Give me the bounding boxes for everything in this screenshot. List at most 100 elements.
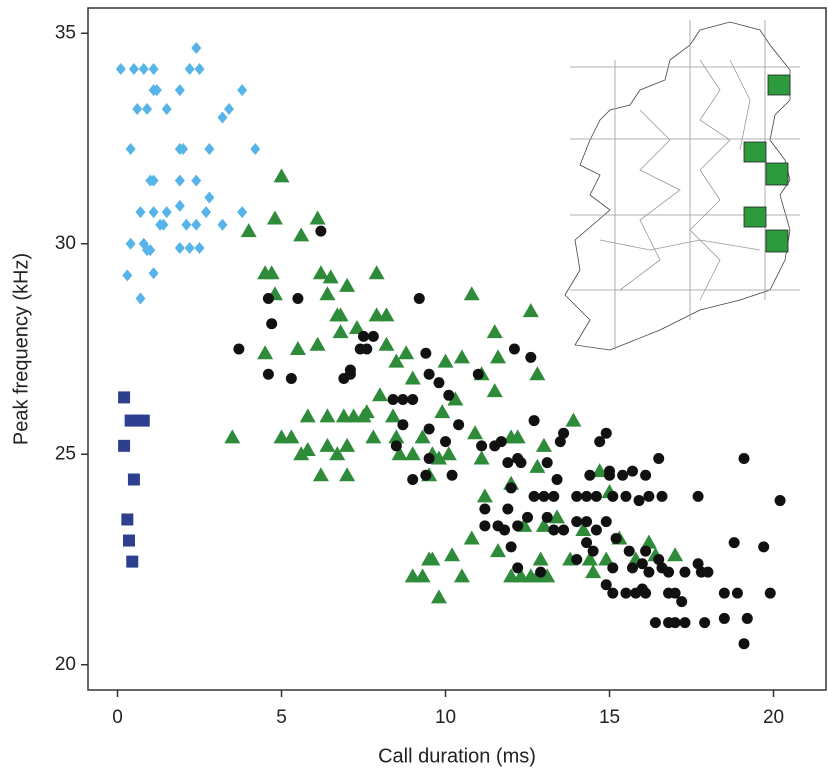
point	[535, 437, 552, 452]
x-tick-label: 5	[276, 707, 287, 728]
point	[184, 63, 195, 76]
point	[617, 469, 629, 481]
point	[594, 436, 606, 448]
point	[135, 206, 146, 219]
point	[404, 370, 421, 385]
point	[587, 545, 599, 557]
point	[443, 389, 455, 401]
point	[495, 436, 507, 448]
point	[525, 351, 537, 363]
point	[591, 463, 608, 478]
point	[610, 532, 622, 544]
point	[125, 237, 136, 250]
x-axis-title: Call duration (ms)	[378, 745, 536, 767]
point	[240, 223, 257, 238]
point	[407, 474, 419, 486]
point	[319, 286, 336, 301]
point	[623, 545, 635, 557]
point	[502, 503, 514, 515]
point	[585, 564, 602, 579]
point	[528, 490, 540, 502]
point	[138, 63, 149, 76]
point	[398, 345, 415, 360]
point	[181, 218, 192, 231]
y-axis-title: Peak frequency (kHz)	[10, 253, 32, 445]
y-tick-label: 20	[55, 654, 76, 675]
point	[522, 511, 534, 523]
point	[201, 206, 212, 219]
point	[204, 191, 215, 204]
point	[558, 427, 570, 439]
point	[447, 391, 464, 406]
point	[339, 437, 356, 452]
point	[437, 353, 454, 368]
point	[263, 265, 280, 280]
x-tick-label: 15	[599, 707, 620, 728]
map-square	[765, 229, 789, 253]
point	[385, 408, 402, 423]
point	[522, 303, 539, 318]
point	[718, 612, 730, 624]
y-tick-label: 25	[55, 443, 76, 464]
point	[548, 524, 560, 536]
point	[679, 617, 691, 629]
point	[161, 206, 172, 219]
point	[486, 383, 503, 398]
point	[541, 457, 553, 469]
point	[387, 394, 399, 406]
point	[378, 336, 395, 351]
point	[285, 372, 297, 384]
point	[322, 269, 339, 284]
point	[293, 446, 310, 461]
point	[420, 347, 432, 359]
map-square	[743, 206, 767, 228]
point	[204, 143, 215, 156]
point	[237, 84, 248, 97]
point	[505, 541, 517, 553]
point	[692, 558, 704, 570]
point	[505, 482, 517, 494]
point	[764, 587, 776, 599]
point	[423, 452, 435, 464]
map-borders	[599, 59, 761, 301]
point	[414, 568, 431, 583]
point	[128, 63, 139, 76]
point	[423, 423, 435, 435]
point	[653, 452, 665, 464]
point	[571, 553, 583, 565]
point	[444, 547, 461, 562]
point	[132, 103, 143, 116]
point	[600, 516, 612, 528]
point	[640, 534, 657, 549]
point	[332, 307, 349, 322]
point	[194, 241, 205, 254]
point	[283, 429, 300, 444]
point	[473, 450, 490, 465]
point	[479, 520, 491, 532]
plot-frame	[87, 7, 827, 691]
point	[388, 429, 405, 444]
point	[535, 517, 552, 532]
point	[266, 318, 278, 330]
point	[640, 469, 652, 481]
point	[633, 495, 645, 507]
point	[217, 218, 228, 231]
point	[123, 534, 135, 547]
point	[539, 568, 556, 583]
point	[575, 522, 592, 537]
point	[368, 265, 385, 280]
point	[135, 292, 146, 305]
point	[529, 458, 546, 473]
point	[590, 524, 602, 536]
point	[257, 345, 274, 360]
y-tick-label: 35	[55, 22, 76, 43]
point	[237, 206, 248, 219]
point	[581, 537, 593, 549]
point	[388, 353, 405, 368]
point	[529, 366, 546, 381]
point	[558, 524, 570, 536]
point	[148, 206, 159, 219]
point	[115, 63, 126, 76]
point	[122, 269, 133, 282]
